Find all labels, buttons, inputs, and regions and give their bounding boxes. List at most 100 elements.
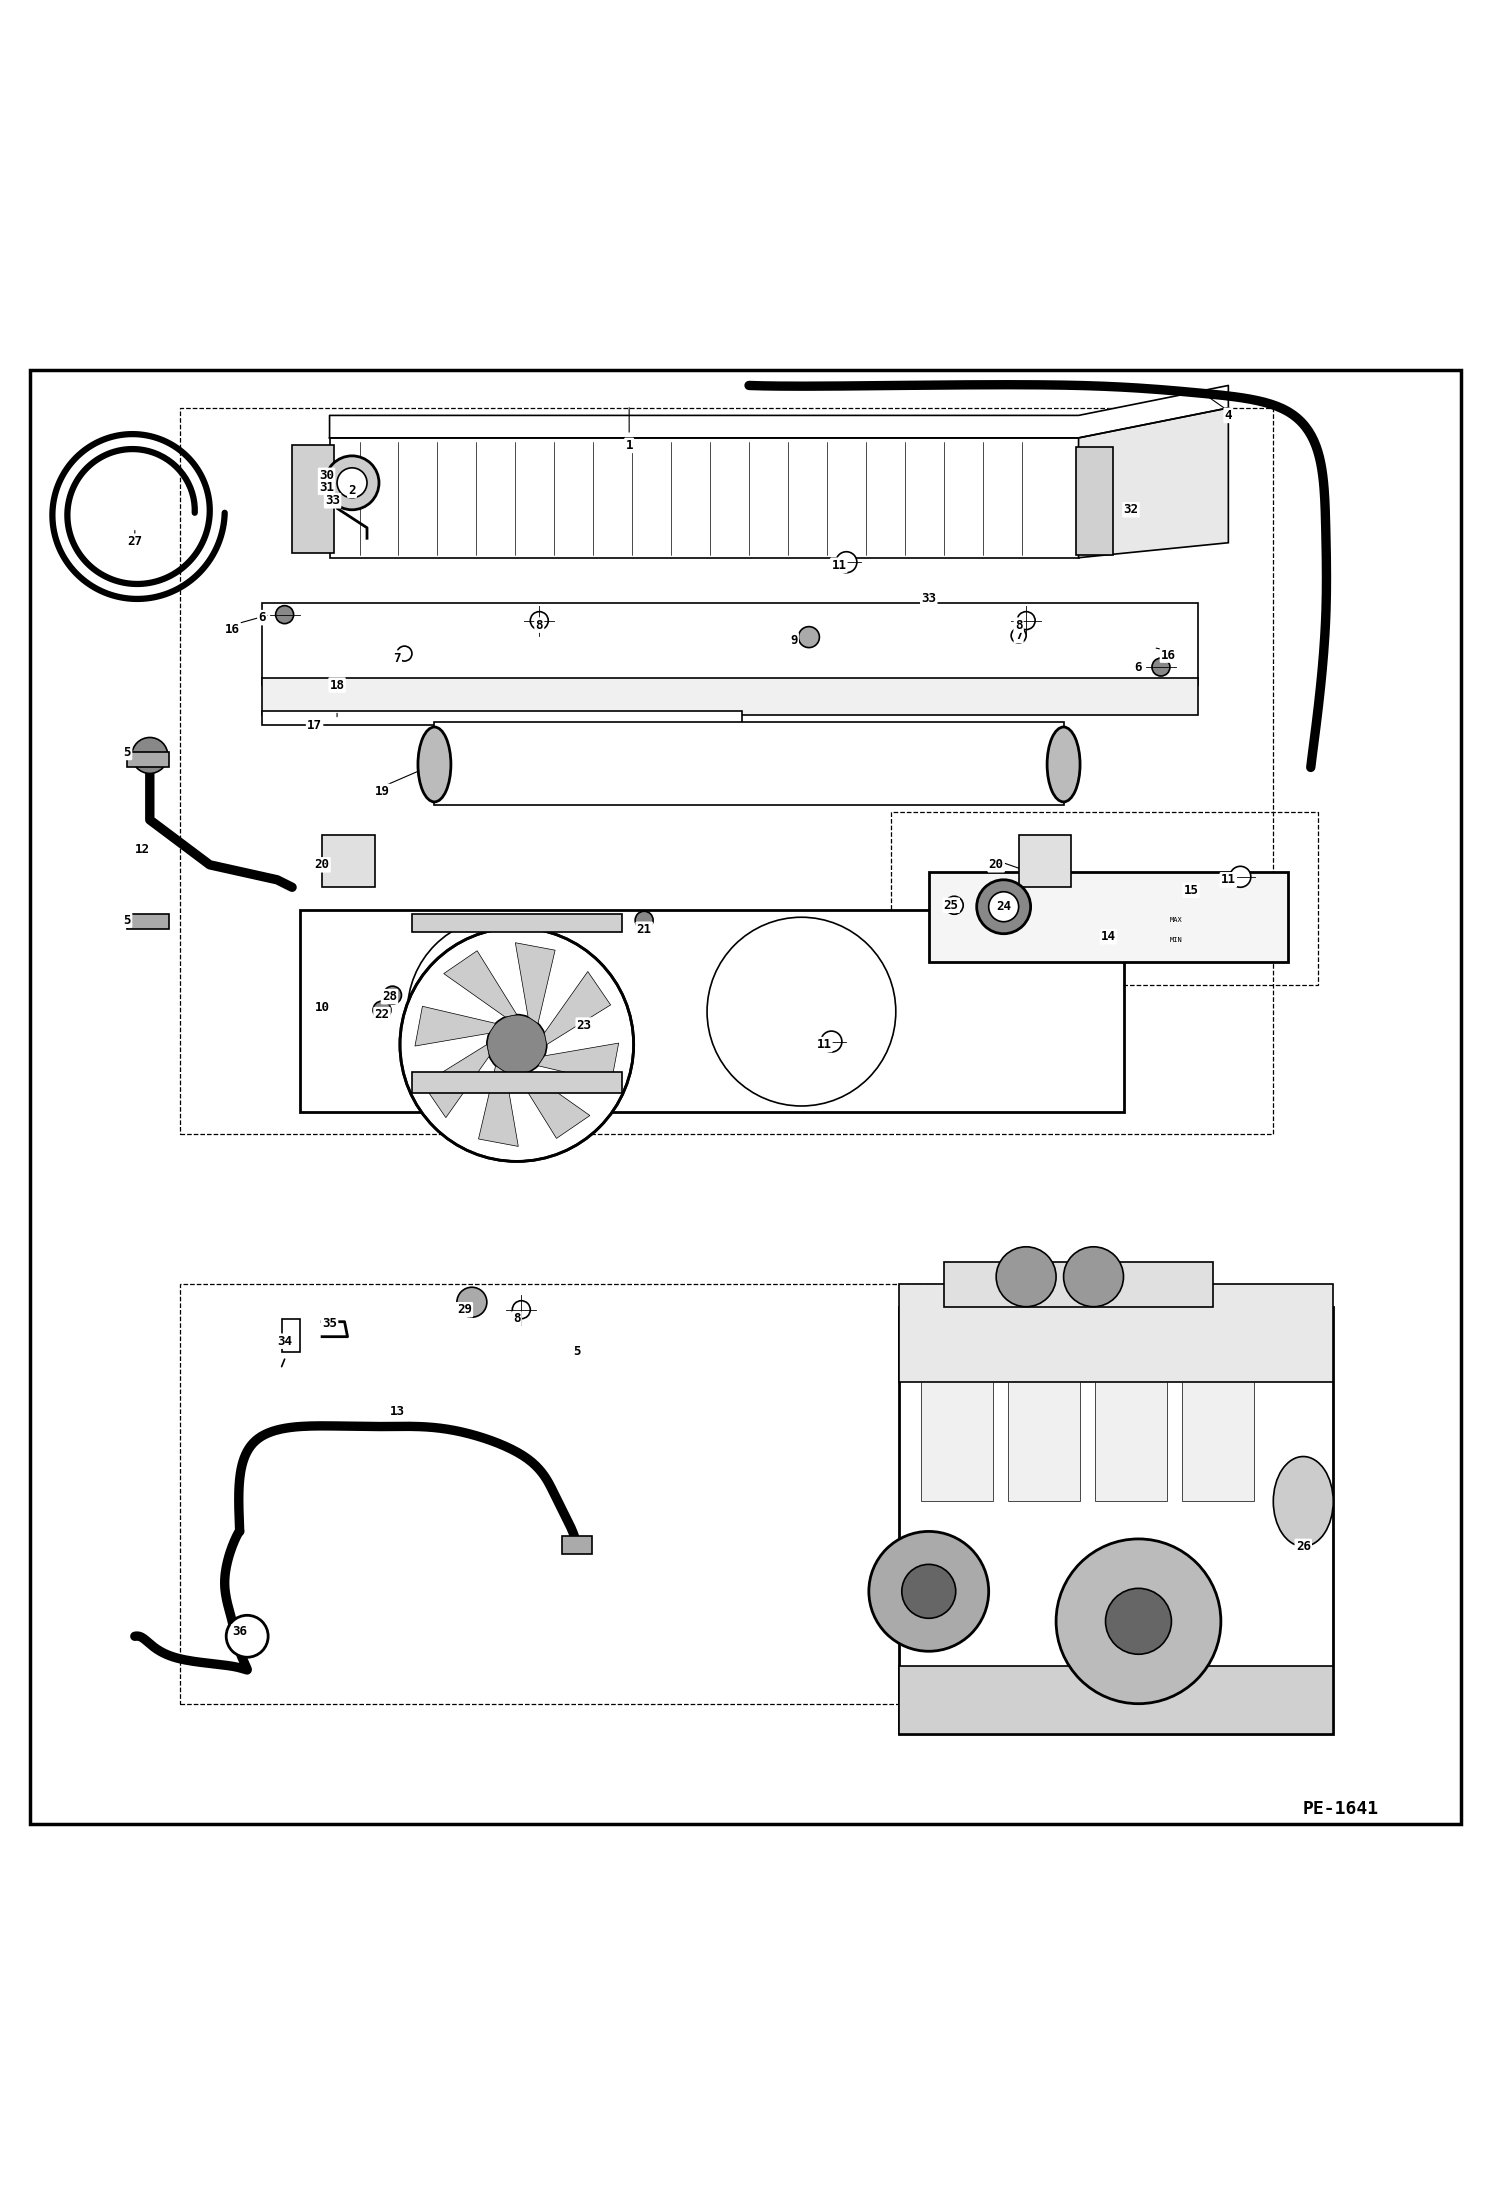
Bar bbox=[127, 915, 169, 930]
Text: 6: 6 bbox=[258, 612, 267, 623]
Text: 8: 8 bbox=[512, 1312, 521, 1325]
Text: 33: 33 bbox=[921, 592, 936, 606]
Bar bbox=[262, 678, 1198, 715]
Polygon shape bbox=[330, 386, 1228, 439]
Text: 22: 22 bbox=[374, 1007, 389, 1020]
Ellipse shape bbox=[1273, 1457, 1333, 1547]
Text: 27: 27 bbox=[127, 535, 142, 548]
Circle shape bbox=[132, 737, 168, 774]
Bar bbox=[412, 1071, 622, 1093]
Circle shape bbox=[902, 1564, 956, 1619]
Text: 12: 12 bbox=[135, 842, 150, 856]
Text: 7: 7 bbox=[1014, 630, 1023, 643]
Text: 18: 18 bbox=[330, 678, 345, 691]
Bar bbox=[180, 1283, 1004, 1705]
Bar bbox=[929, 873, 1288, 963]
Bar bbox=[899, 1665, 1333, 1733]
Circle shape bbox=[407, 917, 596, 1106]
Ellipse shape bbox=[1047, 726, 1080, 801]
Circle shape bbox=[1106, 1588, 1171, 1654]
Polygon shape bbox=[443, 950, 517, 1018]
Bar bbox=[1182, 1382, 1254, 1501]
Polygon shape bbox=[415, 1007, 496, 1047]
Text: 9: 9 bbox=[789, 634, 798, 647]
Circle shape bbox=[512, 1301, 530, 1319]
Polygon shape bbox=[515, 943, 556, 1022]
Text: 11: 11 bbox=[831, 559, 846, 573]
Text: 20: 20 bbox=[989, 858, 1004, 871]
Text: 10: 10 bbox=[315, 1000, 330, 1014]
Circle shape bbox=[383, 985, 401, 1005]
Text: 11: 11 bbox=[816, 1038, 831, 1051]
Text: 6: 6 bbox=[1134, 660, 1143, 674]
Bar bbox=[1076, 448, 1113, 555]
Circle shape bbox=[487, 1014, 547, 1075]
Text: 1: 1 bbox=[625, 439, 634, 452]
Bar bbox=[330, 439, 1079, 557]
Circle shape bbox=[457, 1288, 487, 1316]
Circle shape bbox=[276, 606, 294, 623]
Text: 34: 34 bbox=[277, 1334, 292, 1347]
Circle shape bbox=[530, 612, 548, 630]
Circle shape bbox=[977, 880, 1031, 935]
Polygon shape bbox=[538, 1042, 619, 1084]
Text: 31: 31 bbox=[319, 480, 334, 494]
Text: 14: 14 bbox=[1101, 930, 1116, 943]
Text: 28: 28 bbox=[382, 989, 397, 1003]
Circle shape bbox=[635, 911, 653, 930]
Circle shape bbox=[1064, 1246, 1124, 1308]
Text: 29: 29 bbox=[457, 1303, 472, 1316]
Polygon shape bbox=[544, 972, 611, 1044]
Text: 15: 15 bbox=[1183, 884, 1198, 897]
Bar bbox=[1019, 836, 1071, 886]
Bar bbox=[1008, 1382, 1080, 1501]
Text: 20: 20 bbox=[315, 858, 330, 871]
Ellipse shape bbox=[418, 726, 451, 801]
Circle shape bbox=[1230, 867, 1251, 886]
Circle shape bbox=[1152, 658, 1170, 676]
Bar bbox=[262, 711, 742, 726]
Text: 32: 32 bbox=[1124, 502, 1138, 516]
Bar bbox=[899, 1308, 1333, 1733]
Circle shape bbox=[707, 917, 896, 1106]
Circle shape bbox=[400, 928, 634, 1161]
Circle shape bbox=[1017, 612, 1035, 630]
Text: 2: 2 bbox=[348, 485, 357, 496]
Text: 5: 5 bbox=[123, 913, 132, 926]
Polygon shape bbox=[478, 1066, 518, 1147]
Bar bbox=[180, 408, 1273, 1134]
Circle shape bbox=[821, 1031, 842, 1053]
Text: MAX: MAX bbox=[1170, 917, 1182, 924]
Text: 8: 8 bbox=[535, 619, 544, 632]
Bar bbox=[1095, 1382, 1167, 1501]
Text: 11: 11 bbox=[1221, 873, 1236, 886]
Bar bbox=[944, 1262, 1213, 1308]
Bar bbox=[921, 1382, 993, 1501]
Text: 30: 30 bbox=[319, 470, 334, 483]
Bar bbox=[127, 753, 169, 768]
Bar bbox=[434, 722, 1064, 805]
Circle shape bbox=[325, 456, 379, 509]
Text: 35: 35 bbox=[322, 1316, 337, 1330]
Circle shape bbox=[397, 645, 412, 660]
Bar bbox=[562, 1536, 592, 1553]
Text: 24: 24 bbox=[996, 900, 1011, 913]
Text: 36: 36 bbox=[232, 1626, 247, 1639]
Circle shape bbox=[996, 1246, 1056, 1308]
Bar bbox=[262, 603, 1198, 685]
Text: 13: 13 bbox=[389, 1404, 404, 1417]
Circle shape bbox=[798, 627, 819, 647]
Bar bbox=[412, 915, 622, 932]
Bar bbox=[899, 1283, 1333, 1382]
Polygon shape bbox=[422, 1044, 490, 1117]
Circle shape bbox=[1011, 627, 1026, 643]
Polygon shape bbox=[1079, 408, 1228, 557]
Text: 16: 16 bbox=[1161, 649, 1176, 663]
Bar bbox=[891, 812, 1318, 985]
Text: 7: 7 bbox=[392, 652, 401, 665]
Bar bbox=[282, 1319, 300, 1352]
Circle shape bbox=[226, 1615, 268, 1656]
Circle shape bbox=[373, 1000, 391, 1018]
Text: 5: 5 bbox=[123, 746, 132, 759]
Text: 16: 16 bbox=[225, 623, 240, 636]
